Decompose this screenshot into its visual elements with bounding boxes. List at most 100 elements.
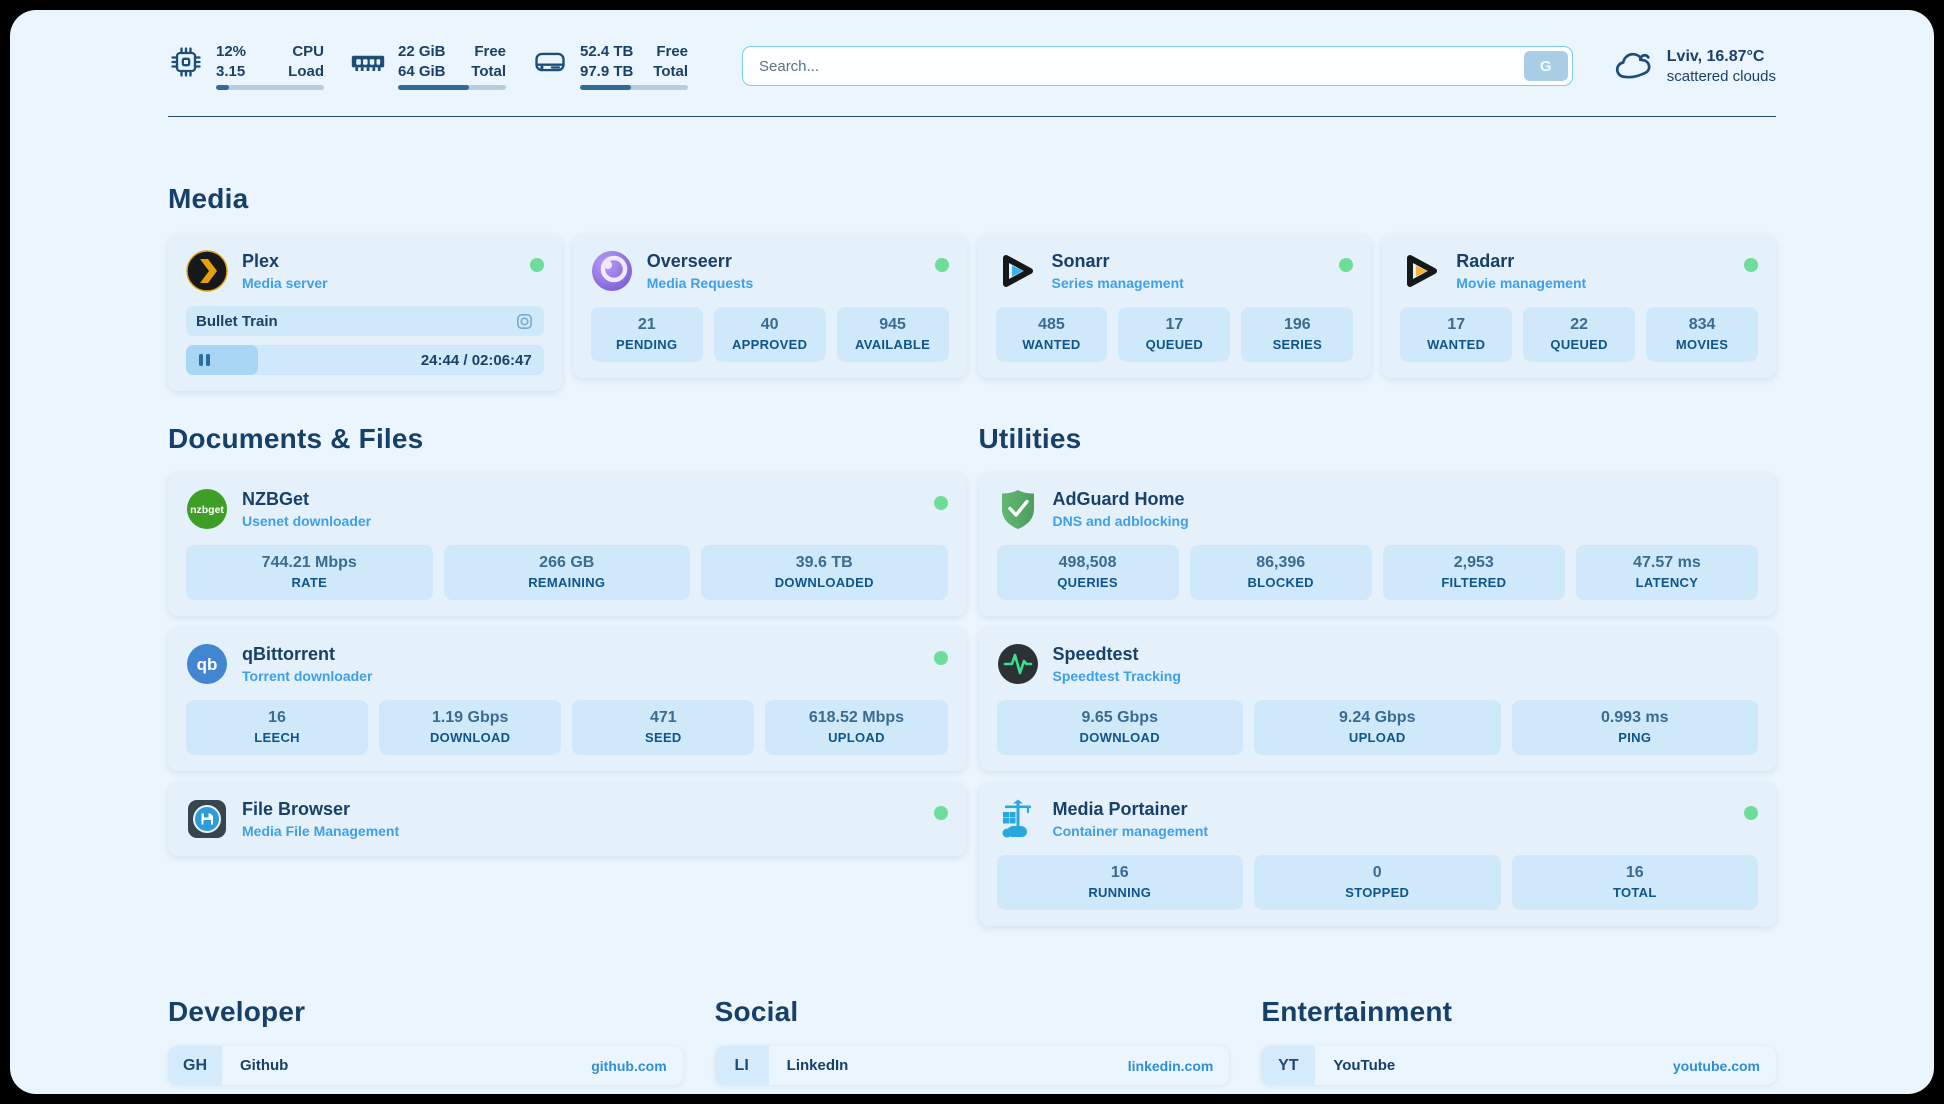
app-card-overseerr[interactable]: Overseerr Media Requests 21 PENDING 40 A…: [572, 235, 967, 378]
search-engine-button[interactable]: G: [1523, 51, 1568, 81]
section-title-documents: Documents & Files: [168, 423, 424, 454]
top-bar: 12% CPU 3.15 Load: [168, 10, 1776, 90]
pause-icon[interactable]: [199, 354, 210, 366]
app-subtitle: Series management: [1051, 275, 1184, 291]
bookmark-url[interactable]: github.com: [591, 1057, 667, 1074]
ram-total-label: Total: [471, 62, 506, 80]
qbittorrent-icon: qb: [186, 643, 228, 685]
search-input[interactable]: [742, 46, 1573, 86]
app-subtitle: Movie management: [1456, 275, 1587, 291]
filebrowser-icon: [186, 798, 228, 840]
section-title-developer: Developer: [168, 996, 306, 1027]
weather-location-temp: Lviv, 16.87°C: [1666, 47, 1765, 65]
app-card-radarr[interactable]: Radarr Movie management 17 WANTED 22 QUE…: [1382, 235, 1776, 378]
stat-upload: 618.52 Mbps UPLOAD: [765, 700, 948, 755]
bookmark-youtube[interactable]: YT YouTube youtube.com: [1261, 1046, 1776, 1085]
cpu-progress-bar: [216, 85, 324, 90]
stat-movies: 834 MOVIES: [1646, 307, 1759, 362]
app-name: File Browser: [242, 799, 351, 819]
stat-downloaded: 39.6 TB DOWNLOADED: [701, 545, 948, 600]
app-card-qbittorrent[interactable]: qb qBittorrent Torrent downloader: [168, 628, 966, 771]
speedtest-icon: [997, 643, 1039, 685]
section-title-media: Media: [168, 183, 249, 214]
svg-text:nzbget: nzbget: [190, 504, 224, 516]
adguard-icon: [997, 488, 1039, 530]
ram-free-value: 22 GiB: [398, 43, 446, 60]
media-card-row: Plex Media server Bullet Train: [168, 235, 1776, 391]
app-card-portainer[interactable]: Media Portainer Container management 16 …: [978, 783, 1776, 926]
app-subtitle: Media File Management: [242, 823, 400, 839]
now-playing-row: Bullet Train: [186, 306, 544, 336]
stat-ping: 0.993 ms PING: [1511, 700, 1758, 755]
section-title-entertainment: Entertainment: [1261, 996, 1453, 1027]
section-title-utilities: Utilities: [978, 423, 1082, 454]
stat-rate: 744.21 Mbps RATE: [186, 545, 433, 600]
app-card-filebrowser[interactable]: File Browser Media File Management: [168, 783, 966, 856]
app-card-nzbget[interactable]: nzbget NZBGet Usenet downloader: [168, 473, 966, 616]
stat-wanted: 17 WANTED: [1400, 307, 1513, 362]
ram-progress-bar: [398, 85, 506, 90]
bookmark-abbr: GH: [168, 1046, 222, 1085]
bookmark-name: YouTube: [1333, 1057, 1396, 1074]
bookmark-linkedin[interactable]: LI LinkedIn linkedin.com: [714, 1046, 1230, 1085]
disk-free-value: 52.4 TB: [580, 43, 634, 60]
stat-queued: 17 QUEUED: [1118, 307, 1231, 362]
app-card-sonarr[interactable]: Sonarr Series management 485 WANTED 17 Q…: [977, 235, 1372, 378]
bookmark-url[interactable]: linkedin.com: [1127, 1057, 1214, 1074]
ram-icon: [351, 55, 385, 71]
app-name: Overseerr: [646, 251, 732, 271]
bookmark-abbr: LI: [714, 1046, 769, 1085]
stat-series: 196 SERIES: [1241, 307, 1354, 362]
status-online-dot: [934, 258, 949, 272]
app-card-adguard[interactable]: AdGuard Home DNS and adblocking 498,508 …: [978, 473, 1776, 616]
status-online-dot: [1339, 258, 1354, 272]
disk-icon: [535, 52, 565, 72]
playback-progress-bar: 24:44 / 02:06:47: [186, 345, 544, 375]
sonarr-icon: [996, 250, 1038, 292]
app-card-speedtest[interactable]: Speedtest Speedtest Tracking 9.65 Gbps D…: [978, 628, 1776, 771]
svg-text:qb: qb: [197, 655, 218, 674]
app-name: Sonarr: [1051, 251, 1110, 271]
weather-widget: Lviv, 16.87°C scattered clouds: [1613, 48, 1776, 85]
stat-total: 16 TOTAL: [1511, 855, 1758, 910]
status-online-dot: [1744, 258, 1758, 272]
weather-condition: scattered clouds: [1666, 67, 1776, 85]
media-session-icon[interactable]: [515, 312, 534, 331]
app-subtitle: Usenet downloader: [242, 513, 372, 529]
app-name: Plex: [242, 251, 280, 271]
cloud-icon: [1615, 52, 1651, 79]
overseerr-icon: [591, 250, 633, 292]
cpu-icon: [171, 47, 201, 77]
cpu-load-label: Load: [288, 62, 324, 80]
stat-filtered: 2,953 FILTERED: [1382, 545, 1565, 600]
app-name: Radarr: [1456, 251, 1515, 271]
status-online-dot: [933, 651, 948, 665]
stat-blocked: 86,396 BLOCKED: [1189, 545, 1372, 600]
app-subtitle: DNS and adblocking: [1052, 513, 1189, 529]
cpu-load-value: 3.15: [216, 62, 246, 80]
status-online-dot: [933, 806, 948, 820]
stat-upload: 9.24 Gbps UPLOAD: [1254, 700, 1501, 755]
stat-download: 1.19 Gbps DOWNLOAD: [379, 700, 562, 755]
status-online-dot: [529, 258, 544, 272]
stat-wanted: 485 WANTED: [995, 307, 1108, 362]
portainer-icon: [997, 798, 1039, 840]
app-card-plex[interactable]: Plex Media server Bullet Train: [168, 235, 562, 391]
cpu-usage-value: 12%: [216, 43, 247, 60]
app-name: NZBGet: [242, 489, 309, 509]
stat-leech: 16 LEECH: [186, 700, 369, 755]
app-subtitle: Speedtest Tracking: [1052, 668, 1181, 684]
stat-download: 9.65 Gbps DOWNLOAD: [996, 700, 1243, 755]
header-divider: [168, 116, 1776, 117]
playback-time: 24:44 / 02:06:47: [420, 351, 532, 369]
bookmark-abbr: YT: [1261, 1046, 1316, 1085]
bookmark-github[interactable]: GH Github github.com: [168, 1046, 683, 1085]
app-name: qBittorrent: [242, 644, 335, 664]
bookmark-url[interactable]: youtube.com: [1672, 1057, 1760, 1074]
app-name: AdGuard Home: [1052, 489, 1185, 509]
app-name: Media Portainer: [1052, 799, 1188, 819]
cpu-usage-label: CPU: [292, 43, 324, 60]
stat-remaining: 266 GB REMAINING: [443, 545, 690, 600]
plex-icon: [186, 250, 228, 292]
bookmark-name: Github: [240, 1057, 289, 1074]
